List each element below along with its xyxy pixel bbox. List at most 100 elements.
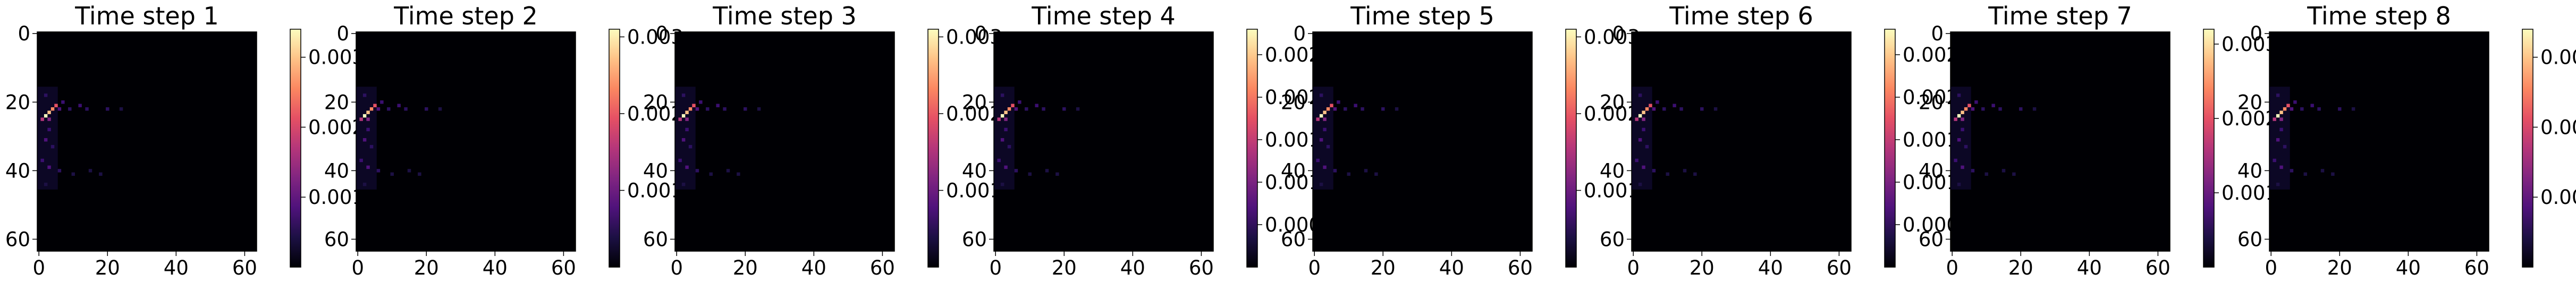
heatmap-cell bbox=[757, 107, 761, 111]
colorbar bbox=[2522, 29, 2533, 268]
x-tick-label: 60 bbox=[2464, 257, 2489, 279]
colorbar-tick-label: 0.002 bbox=[627, 102, 683, 125]
colorbar-tick-label: 0.003 bbox=[2540, 46, 2576, 69]
heatmap-cell bbox=[1957, 138, 1961, 142]
heatmap-cell bbox=[695, 169, 699, 173]
y-tick-label: 0 bbox=[1612, 22, 1625, 45]
heatmap-cell bbox=[2276, 114, 2280, 118]
heatmap-cell bbox=[369, 107, 374, 111]
subplot-title: Time step 3 bbox=[712, 2, 857, 30]
heatmap-cell bbox=[2032, 107, 2037, 111]
heatmap-cell bbox=[1000, 182, 1004, 186]
x-tick-label: 40 bbox=[164, 257, 189, 279]
heatmap-cell bbox=[1337, 100, 1340, 104]
heatmap-cell bbox=[1361, 107, 1364, 111]
y-tick-label: 0 bbox=[974, 22, 987, 45]
y-tick-label: 20 bbox=[5, 91, 30, 114]
heatmap-cell bbox=[366, 117, 370, 121]
y-tick-label: 40 bbox=[2237, 159, 2262, 182]
y-tick-label: 0 bbox=[18, 22, 30, 45]
x-tick-label: 20 bbox=[2008, 257, 2033, 279]
heatmap-cell bbox=[2351, 107, 2355, 111]
heatmap-cell bbox=[1635, 158, 1638, 163]
heatmap-cell bbox=[47, 110, 51, 114]
axes-frame bbox=[674, 31, 895, 252]
heatmap-cell bbox=[1326, 107, 1330, 111]
heatmap-image bbox=[2269, 32, 2489, 251]
x-tick-label: 40 bbox=[1120, 257, 1145, 279]
y-tick-label: 20 bbox=[1281, 91, 1306, 114]
heatmap-cell bbox=[404, 107, 408, 111]
heatmap-cell bbox=[1354, 104, 1357, 107]
colorbar-tick-label: 0.001 bbox=[1584, 179, 1640, 202]
heatmap-cell bbox=[1374, 172, 1378, 176]
heatmap-cell bbox=[47, 165, 51, 169]
axes-frame bbox=[2269, 31, 2489, 252]
y-tick-label: 20 bbox=[643, 91, 668, 114]
subplot-title: Time step 7 bbox=[1988, 2, 2132, 30]
heatmap-cell bbox=[681, 114, 686, 118]
y-tick-label: 40 bbox=[1281, 159, 1306, 182]
heatmap-cell bbox=[723, 107, 727, 111]
heatmap-cell bbox=[737, 172, 740, 176]
heatmap-cell bbox=[1004, 117, 1008, 121]
heatmap-cell bbox=[706, 107, 710, 111]
heatmap-cell bbox=[1971, 107, 1975, 111]
x-tick-label: 40 bbox=[1758, 257, 1783, 279]
heatmap-cell bbox=[61, 100, 65, 104]
heatmap-cell bbox=[85, 107, 89, 111]
subplot-4: Time step 40 20 40 6002040600.00050.00100.0… bbox=[962, 2, 1334, 279]
heatmap-cell bbox=[359, 158, 363, 163]
heatmap-cell bbox=[68, 107, 72, 111]
heatmap-cell bbox=[699, 100, 703, 104]
y-tick-label: 40 bbox=[1600, 159, 1625, 182]
heatmap-cell bbox=[1652, 169, 1656, 173]
heatmap-cell bbox=[678, 117, 682, 121]
x-tick-label: 60 bbox=[1508, 257, 1533, 279]
heatmap-cell bbox=[1991, 104, 1995, 107]
subplot-title: Time step 5 bbox=[1350, 2, 1494, 30]
x-tick-label: 60 bbox=[870, 257, 895, 279]
y-tick-label: 0 bbox=[336, 22, 349, 45]
heatmap-cell bbox=[1642, 127, 1645, 132]
x-tick-label: 20 bbox=[1052, 257, 1077, 279]
colorbar-tick-label: 0.002 bbox=[308, 116, 365, 139]
heatmap-cell bbox=[1364, 169, 1368, 173]
x-tick-label: 0 bbox=[989, 257, 1002, 279]
heatmap-cell bbox=[1957, 182, 1961, 186]
heatmap-cell bbox=[997, 158, 1001, 163]
colorbar-tick-label: 0.001 bbox=[308, 186, 365, 209]
heatmap-cell bbox=[407, 169, 411, 173]
x-tick-label: 60 bbox=[2146, 257, 2170, 279]
y-tick-label: 20 bbox=[2237, 91, 2262, 114]
subplot-title: Time step 4 bbox=[1031, 2, 1176, 30]
heatmap-cell bbox=[1683, 169, 1687, 173]
axes-frame bbox=[1631, 31, 1852, 252]
heatmap-cell bbox=[1035, 104, 1038, 107]
colorbar-tick-label: 0.003 bbox=[2222, 33, 2278, 56]
heatmap-cell bbox=[2279, 127, 2283, 132]
heatmap-cell bbox=[1062, 107, 1066, 111]
heatmap-cell bbox=[1984, 172, 1988, 176]
heatmap-cell bbox=[1333, 107, 1337, 111]
heatmap-cell bbox=[709, 172, 713, 176]
heatmap-cell bbox=[1656, 100, 1659, 104]
heatmap-image bbox=[37, 32, 257, 251]
heatmap-cell bbox=[1045, 169, 1049, 173]
heatmap-cell bbox=[47, 117, 51, 121]
heatmap-image bbox=[1950, 32, 2170, 251]
heatmap-cell bbox=[366, 110, 370, 114]
heatmap-cell bbox=[1004, 110, 1008, 114]
heatmap-cell bbox=[692, 104, 696, 107]
y-tick-label: 60 bbox=[643, 228, 668, 251]
heatmap-cell bbox=[1014, 107, 1018, 111]
heatmap-cell bbox=[1055, 172, 1059, 176]
heatmap-cell bbox=[1971, 169, 1975, 173]
heatmap-cell bbox=[1319, 93, 1323, 97]
x-tick-label: 0 bbox=[1946, 257, 1958, 279]
heatmap-cell bbox=[688, 107, 692, 111]
heatmap-cell bbox=[44, 93, 48, 97]
